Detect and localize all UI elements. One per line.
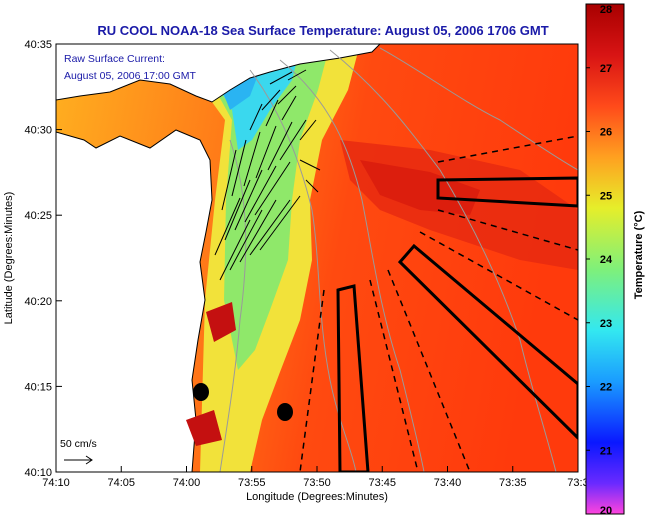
- x-tick-label: 73:45: [368, 477, 396, 489]
- colorbar-tick-label: 28: [600, 4, 612, 16]
- colorbar: [585, 3, 625, 515]
- coastal-red-patch: [186, 410, 222, 446]
- box-south: [336, 284, 370, 472]
- land-north-shore: [56, 44, 381, 103]
- x-tick-label: 74:10: [42, 477, 70, 489]
- x-tick-label: 73:55: [238, 477, 266, 489]
- map-title: RU COOL NOAA-18 Sea Surface Temperature:…: [97, 23, 548, 38]
- y-tick-label: 40:10: [24, 467, 52, 479]
- warm-core-inner: [360, 160, 480, 215]
- colorbar-tick-label: 26: [600, 127, 612, 139]
- colorbar-tick-label: 24: [600, 254, 613, 266]
- colorbar-tick-label: 27: [600, 63, 612, 75]
- y-tick-label: 40:30: [24, 125, 52, 137]
- buoy-marker: [277, 403, 293, 421]
- surface-current-vectors: [214, 69, 321, 281]
- annotation-line1: Raw Surface Current:: [64, 53, 165, 65]
- y-tick-label: 40:25: [24, 210, 52, 222]
- buoy-marker: [193, 383, 209, 401]
- y-tick-label: 40:35: [24, 39, 52, 51]
- colorbar-tick-label: 23: [600, 318, 612, 330]
- coastal-red-patch: [206, 302, 236, 342]
- transect-lines: [299, 135, 578, 472]
- x-tick-label: 74:00: [173, 477, 201, 489]
- colorbar-ticks: 28 27 26 25 24 23 22 21 20: [586, 3, 613, 517]
- colorbar-label: Temperature (°C): [633, 210, 645, 299]
- box-east: [436, 176, 578, 208]
- scale-label: 50 cm/s: [60, 438, 97, 450]
- x-tick-label: 73:35: [499, 477, 527, 489]
- colorbar-tick-label: 20: [600, 505, 612, 517]
- x-tick-label: 74:05: [107, 477, 135, 489]
- x-tick-label: 73:40: [434, 477, 462, 489]
- y-axis-label: Latitude (Degrees:Minutes): [3, 192, 15, 325]
- colorbar-tick-label: 25: [600, 190, 612, 202]
- map-panel: [56, 44, 578, 472]
- y-tick-label: 40:15: [24, 381, 52, 393]
- study-area-boxes: [336, 176, 578, 472]
- annotation-line2: August 05, 2006 17:00 GMT: [64, 70, 197, 82]
- y-axis-ticks: 40:35 40:30 40:25 40:20 40:15 40:10: [24, 39, 62, 479]
- x-axis-ticks: 74:10 74:05 74:00 73:55 73:50 73:45 73:40 73:35…: [42, 466, 589, 489]
- colorbar-tick-label: 21: [600, 445, 612, 457]
- x-axis-label: Longitude (Degrees:Minutes): [246, 491, 388, 503]
- x-tick-label: 73:3: [567, 477, 588, 489]
- x-tick-label: 73:50: [303, 477, 331, 489]
- scale-arrow: [64, 455, 93, 465]
- box-southeast: [397, 243, 578, 441]
- colorbar-tick-label: 22: [600, 382, 612, 394]
- y-tick-label: 40:20: [24, 296, 52, 308]
